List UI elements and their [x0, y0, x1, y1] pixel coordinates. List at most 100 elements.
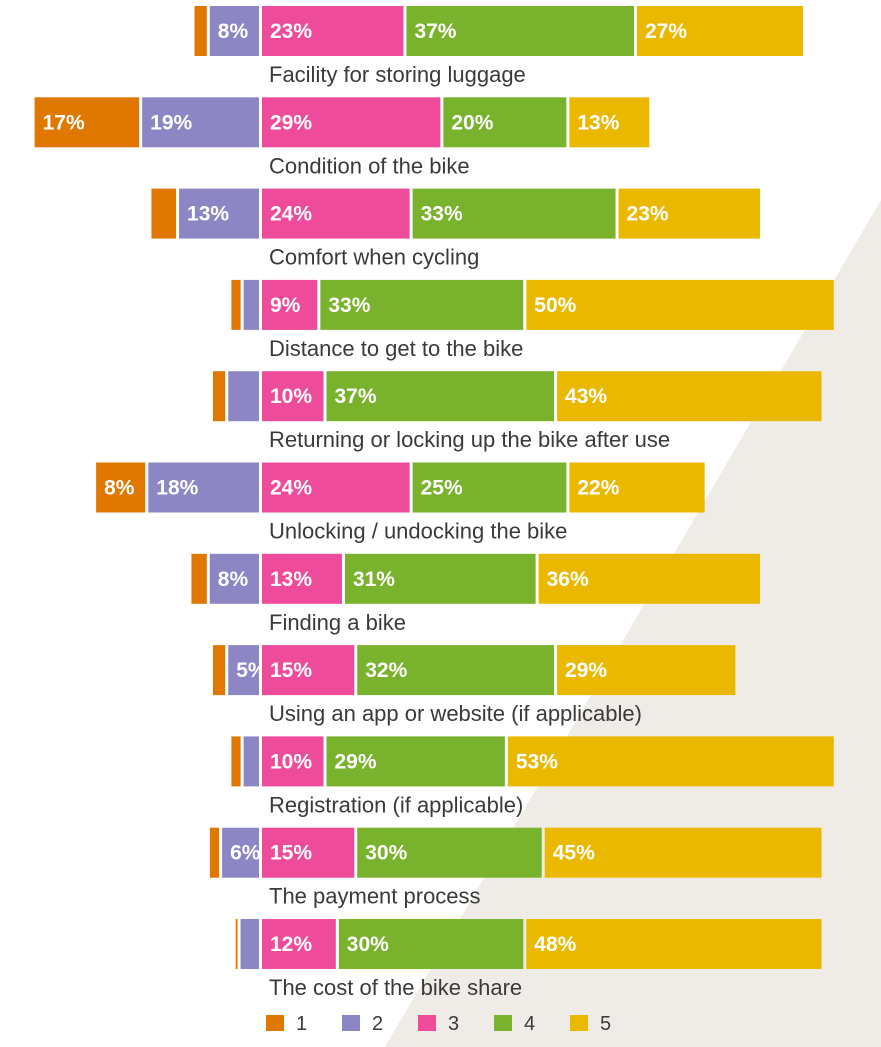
data-label: 27%: [645, 20, 687, 43]
legend-swatch: [570, 1015, 588, 1031]
bar-segment-4: [344, 553, 536, 604]
data-label: 29%: [335, 750, 377, 773]
bar-segment-1: [212, 645, 226, 696]
bar-segment-5: [526, 919, 822, 969]
bar-segment-1: [34, 97, 140, 148]
legend-item: 2: [342, 1013, 383, 1035]
bar-segment-3: [262, 645, 355, 696]
bar-segment-5: [557, 371, 822, 422]
data-label: 19%: [150, 111, 192, 134]
bar-segment-2: [148, 462, 259, 513]
bar-segment-1: [231, 736, 241, 787]
bar-row: 12% 30% 48% The cost of the bike share: [235, 919, 822, 1000]
data-label: 13%: [187, 203, 229, 226]
data-label: 20%: [451, 111, 493, 134]
data-label: 8%: [218, 568, 249, 591]
legend-label: 4: [524, 1013, 535, 1035]
legend-item: 4: [494, 1013, 535, 1035]
category-label: Finding a bike: [269, 610, 406, 635]
bars-layer: 8% 23% 37% 27% Facility for storing luggage 1…: [34, 6, 834, 1000]
bar-segment-3: [262, 6, 404, 56]
category-label: Comfort when cycling: [269, 245, 479, 270]
bar-segment-2: [222, 827, 259, 878]
bar-row: 10% 29% 53% Registration (if applicable): [231, 736, 834, 817]
data-label: 8%: [218, 20, 249, 43]
bar-row: 5% 15% 32% 29% Using an app or website (if a…: [212, 645, 736, 726]
category-label: Using an app or website (if applicable): [269, 701, 642, 726]
data-label: 10%: [270, 385, 312, 408]
bar-row: 8% 23% 37% 27% Facility for storing luggage: [194, 6, 804, 87]
data-label: 36%: [547, 568, 589, 591]
bar-segment-1: [151, 188, 177, 239]
bar-row: 6% 15% 30% 45% The payment process: [209, 827, 822, 909]
bar-segment-3: [262, 97, 441, 148]
bar-segment-1: [96, 462, 146, 513]
data-label: 6%: [230, 842, 261, 865]
category-label: Distance to get to the bike: [269, 336, 523, 361]
data-label: 13%: [270, 568, 312, 591]
data-label: 37%: [335, 385, 377, 408]
bar-segment-4: [412, 188, 616, 239]
bar-segment-2: [209, 6, 259, 56]
bar-segment-1: [209, 827, 220, 878]
bar-segment-3: [262, 371, 324, 422]
data-label: 17%: [43, 111, 85, 134]
bar-segment-2: [240, 919, 259, 969]
legend-swatch: [342, 1015, 360, 1031]
data-label: 30%: [365, 842, 407, 865]
data-label: 33%: [328, 294, 370, 317]
category-label: The payment process: [269, 884, 481, 909]
bar-segment-4: [406, 6, 634, 56]
bar-segment-2: [228, 645, 259, 696]
bar-segment-2: [142, 97, 259, 148]
data-label: 43%: [565, 385, 607, 408]
bar-segment-3: [262, 553, 342, 604]
legend-swatch: [266, 1015, 284, 1031]
data-label: 32%: [365, 659, 407, 682]
legend: 1 2 3 4 5: [266, 1013, 611, 1035]
legend-label: 1: [296, 1013, 307, 1035]
bar-segment-4: [326, 736, 505, 787]
bar-segment-3: [262, 188, 410, 239]
bar-segment-1: [235, 919, 238, 969]
bar-segment-2: [179, 188, 259, 239]
bar-segment-4: [412, 462, 567, 513]
data-label: 24%: [270, 477, 312, 500]
data-label: 15%: [270, 659, 312, 682]
legend-item: 1: [266, 1013, 307, 1035]
data-label: 25%: [421, 477, 463, 500]
data-label: 37%: [414, 20, 456, 43]
bar-row: 13% 24% 33% 23% Comfort when cycling: [151, 188, 760, 270]
data-label: 31%: [353, 568, 395, 591]
data-label: 22%: [577, 477, 619, 500]
bar-segment-2: [209, 553, 259, 604]
data-label: 10%: [270, 750, 312, 773]
bar-segment-2: [228, 371, 259, 422]
data-label: 12%: [270, 933, 312, 956]
bar-row: 8% 18% 24% 25% 22% Unlocking / undocking the …: [96, 462, 705, 544]
data-label: 33%: [421, 203, 463, 226]
legend-label: 5: [600, 1013, 611, 1035]
bar-segment-4: [320, 279, 524, 330]
bar-segment-5: [544, 827, 822, 878]
bar-segment-4: [443, 97, 567, 148]
data-label: 23%: [627, 203, 669, 226]
data-label: 18%: [156, 477, 198, 500]
bar-segment-2: [243, 279, 259, 330]
bar-row: 9% 33% 50% Distance to get to the bike: [231, 279, 834, 361]
category-label: The cost of the bike share: [269, 975, 522, 1000]
bar-segment-3: [262, 462, 410, 513]
bar-row: 8% 13% 31% 36% Finding a bike: [191, 553, 760, 635]
bar-segment-1: [194, 6, 207, 56]
bar-segment-3: [262, 827, 355, 878]
data-label: 29%: [270, 111, 312, 134]
data-label: 24%: [270, 203, 312, 226]
bar-segment-3: [262, 919, 336, 969]
bar-segment-5: [618, 188, 760, 239]
bar-segment-3: [262, 279, 318, 330]
bar-segment-5: [507, 736, 834, 787]
data-label: 5%: [236, 659, 267, 682]
bar-segment-5: [526, 279, 834, 330]
legend-item: 5: [570, 1013, 611, 1035]
